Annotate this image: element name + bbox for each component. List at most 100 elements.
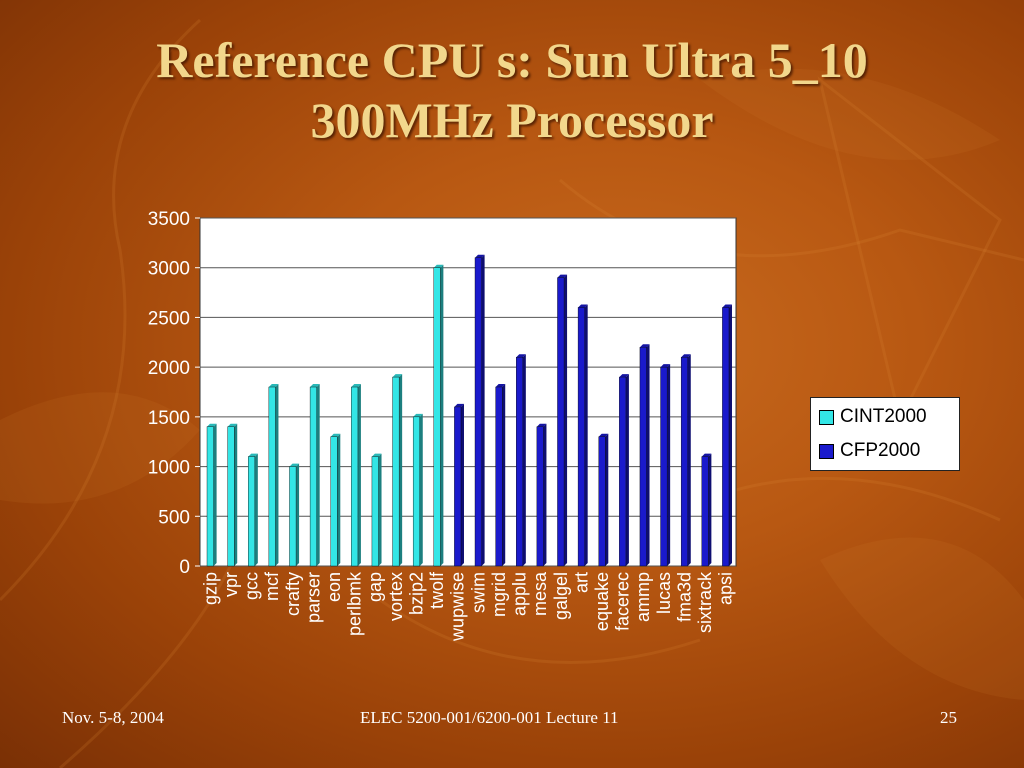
bar-side-mcf: [275, 384, 279, 566]
bar-crafty: [289, 466, 297, 567]
bar-top-applu: [516, 354, 526, 358]
legend-label-cint: CINT2000: [840, 406, 927, 427]
bar-side-gcc: [254, 453, 258, 566]
bar-ammp: [639, 347, 647, 567]
bar-side-perlbmk: [357, 384, 361, 566]
x-tick-label: apsi: [716, 572, 736, 605]
bar-gzip: [206, 426, 214, 567]
x-tick-label: lucas: [654, 572, 674, 614]
bar-top-lucas: [660, 364, 671, 368]
legend-swatch-cint: [819, 409, 834, 425]
bar-top-fma3d: [681, 354, 691, 358]
bar-top-swim: [475, 254, 485, 258]
bar-swim: [474, 257, 482, 567]
bar-apsi: [722, 307, 730, 567]
bar-mgrid: [495, 386, 503, 567]
bar-perlbmk: [351, 386, 359, 567]
footer-course: ELEC 5200-001/6200-001 Lecture 11: [360, 708, 619, 727]
bar-applu: [516, 357, 524, 567]
x-tick-label: mesa: [530, 571, 550, 616]
legend-label-cfp: CFP2000: [840, 440, 921, 461]
bar-side-bzip2: [419, 413, 423, 566]
x-tick-label: facerec: [613, 572, 633, 631]
y-tick-label: 3000: [148, 259, 190, 280]
bar-side-equake: [605, 433, 609, 566]
bar-vortex: [392, 376, 400, 567]
bar-side-galgel: [564, 274, 568, 566]
x-tick-label: parser: [303, 572, 323, 623]
bar-mesa: [536, 426, 544, 567]
bar-side-vortex: [399, 374, 403, 566]
bar-sixtrack: [701, 456, 709, 567]
bar-mcf: [268, 386, 276, 567]
y-axis-ticks: 0 500 1000 1500 2000 2500 3000 3500: [148, 209, 200, 578]
bar-galgel: [557, 277, 565, 567]
x-tick-label: mgrid: [489, 572, 509, 617]
bar-bzip2: [412, 416, 420, 567]
bar-top-mcf: [268, 384, 279, 388]
x-tick-label: art: [571, 572, 591, 593]
bar-top-gcc: [248, 453, 258, 457]
bar-side-lucas: [667, 364, 671, 566]
x-tick-label: applu: [510, 572, 530, 616]
bar-side-sixtrack: [708, 453, 712, 566]
bar-side-wupwise: [460, 403, 464, 566]
bar-side-mgrid: [502, 384, 506, 566]
x-tick-label: vpr: [221, 572, 241, 597]
bar-side-swim: [481, 254, 485, 566]
x-tick-label: vortex: [386, 572, 406, 621]
x-tick-label: crafty: [283, 572, 303, 616]
x-tick-label: equake: [592, 572, 612, 631]
x-tick-label: eon: [324, 572, 344, 602]
x-tick-label: galgel: [551, 572, 571, 620]
bar-art: [577, 307, 585, 567]
bar-top-perlbmk: [351, 384, 361, 388]
legend-item-cfp: CFP2000: [819, 439, 920, 463]
x-tick-label: twolf: [427, 571, 447, 609]
x-tick-label: gzip: [200, 572, 220, 605]
bar-side-facerec: [625, 374, 629, 566]
bar-top-apsi: [722, 304, 732, 308]
bar-side-mesa: [543, 423, 547, 566]
x-tick-label: ammp: [633, 572, 653, 622]
bar-top-gap: [371, 453, 382, 457]
bar-group: [206, 254, 732, 567]
x-tick-label: swim: [468, 572, 488, 613]
title-line-2: 300MHz Processor: [310, 92, 714, 148]
bar-side-eon: [337, 433, 341, 566]
y-tick-label: 500: [158, 507, 190, 528]
bar-gcc: [248, 456, 256, 567]
bar-top-ammp: [639, 344, 650, 348]
bar-side-vpr: [234, 423, 238, 566]
footer-page-number: 25: [940, 708, 957, 727]
bar-twolf: [433, 267, 441, 567]
bar-top-eon: [330, 433, 341, 437]
x-tick-label: mcf: [262, 571, 282, 601]
bar-equake: [598, 436, 606, 567]
bar-top-vortex: [392, 374, 403, 378]
x-tick-label: wupwise: [448, 572, 468, 642]
bar-side-gap: [378, 453, 382, 566]
bar-side-applu: [522, 354, 526, 566]
bar-top-wupwise: [454, 403, 464, 407]
bar-side-fma3d: [687, 354, 691, 566]
x-axis-ticks: gzip vpr gcc mcf crafty parser eon perlbmk gap vo…: [200, 571, 735, 642]
bar-side-apsi: [728, 304, 732, 566]
bar-wupwise: [454, 406, 462, 567]
x-tick-label: gap: [365, 572, 385, 602]
bar-top-sixtrack: [701, 453, 712, 457]
footer-date: Nov. 5-8, 2004: [62, 708, 164, 727]
bar-side-parser: [316, 384, 320, 566]
bar-side-twolf: [440, 264, 444, 566]
title-line-1: Reference CPU s: Sun Ultra 5_10: [156, 32, 868, 88]
bar-top-galgel: [557, 274, 568, 278]
y-tick-label: 3500: [148, 209, 190, 230]
x-tick-label: bzip2: [406, 572, 426, 615]
bar-side-crafty: [296, 463, 300, 566]
plot-area: [199, 217, 737, 567]
bar-top-vpr: [227, 423, 238, 427]
bar-top-gzip: [207, 423, 217, 427]
legend-swatch-cfp: [819, 443, 834, 459]
bar-side-gzip: [213, 423, 217, 566]
